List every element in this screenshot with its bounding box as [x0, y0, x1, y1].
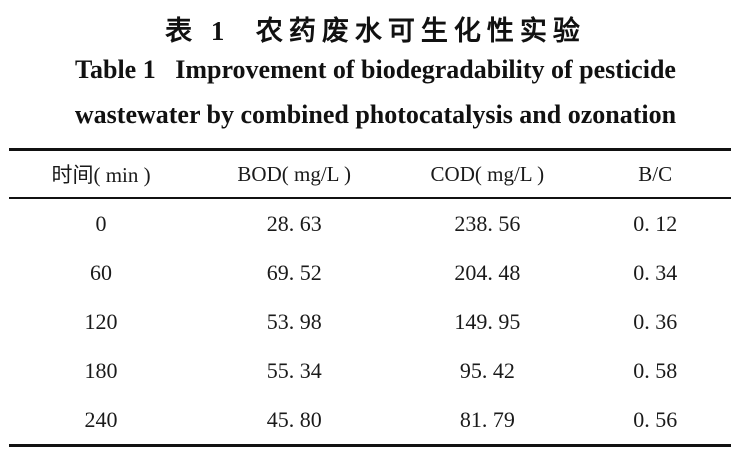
cell-bod: 28. 63: [266, 210, 322, 236]
table-row: 240 45. 80 81. 79 0. 56: [9, 395, 731, 446]
col-header-bc: B/C: [579, 149, 731, 199]
cell-time: 240: [84, 406, 118, 432]
cell-bod: 53. 98: [266, 308, 322, 334]
cell-time: 60: [90, 259, 113, 285]
table-caption-english-line1: Table 1 Improvement of biodegradability …: [75, 55, 676, 84]
cell-bod: 69. 52: [266, 259, 322, 285]
table-caption-chinese: 表 1 农药废水可生化性实验: [165, 16, 586, 46]
data-table: 时间( min ) BOD( mg/L ) COD( mg/L ) B/C 0 …: [9, 148, 731, 447]
cell-time: 180: [84, 357, 118, 383]
col-header-time: 时间( min ): [9, 149, 194, 199]
cell-bc: 0. 34: [633, 259, 678, 285]
cell-cod: 238. 56: [454, 210, 521, 236]
cell-time: 0: [95, 210, 107, 236]
table-caption-english-line2: wastewater by combined photocatalysis an…: [74, 100, 677, 129]
cell-bc: 0. 58: [633, 357, 678, 383]
cell-cod: 149. 95: [454, 308, 521, 334]
cell-bc: 0. 36: [633, 308, 678, 334]
col-header-cod: COD( mg/L ): [395, 149, 580, 199]
cell-cod: 81. 79: [459, 406, 515, 432]
cell-bc: 0. 12: [633, 210, 678, 236]
table-row: 180 55. 34 95. 42 0. 58: [9, 346, 731, 395]
table-row: 120 53. 98 149. 95 0. 36: [9, 297, 731, 346]
cell-cod: 204. 48: [454, 259, 521, 285]
table-row: 0 28. 63 238. 56 0. 12: [9, 198, 731, 248]
cell-bc: 0. 56: [633, 406, 678, 432]
table-row: 60 69. 52 204. 48 0. 34: [9, 248, 731, 297]
col-header-bod: BOD( mg/L ): [193, 149, 396, 199]
cell-time: 120: [84, 308, 118, 334]
table-header-row: 时间( min ) BOD( mg/L ) COD( mg/L ) B/C: [9, 149, 731, 199]
cell-bod: 45. 80: [266, 406, 322, 432]
cell-bod: 55. 34: [266, 357, 322, 383]
cell-cod: 95. 42: [459, 357, 515, 383]
